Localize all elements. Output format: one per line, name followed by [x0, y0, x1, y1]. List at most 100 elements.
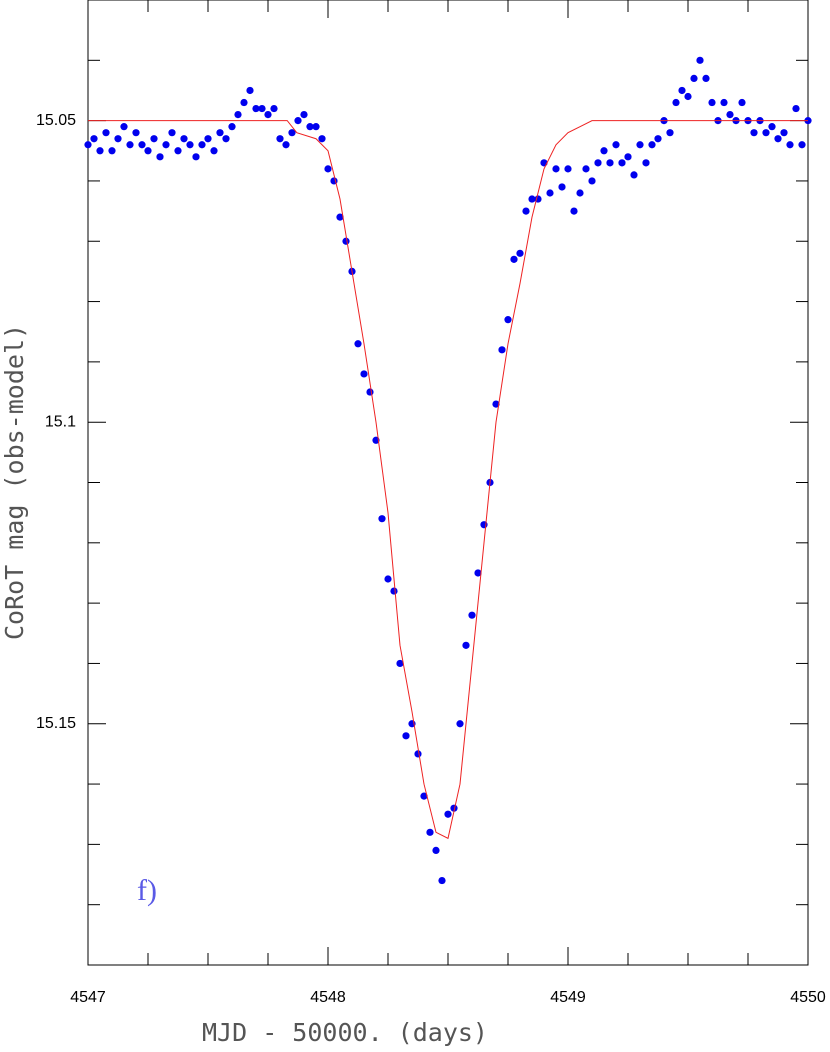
- data-point: [264, 110, 272, 119]
- data-point: [312, 123, 320, 131]
- data-point: [102, 129, 110, 137]
- data-point: [180, 135, 188, 143]
- data-point: [216, 129, 224, 137]
- data-point: [684, 92, 692, 101]
- data-point: [390, 587, 398, 595]
- data-point: [738, 98, 746, 107]
- data-point: [114, 135, 122, 143]
- data-point: [528, 195, 536, 203]
- model-line: [88, 120, 808, 840]
- data-point: [474, 569, 482, 577]
- data-point: [522, 207, 530, 215]
- data-point: [588, 177, 596, 185]
- data-point: [768, 123, 776, 131]
- y-tick-label: 15.15: [36, 715, 76, 732]
- data-point: [240, 98, 248, 107]
- data-point: [564, 165, 572, 173]
- data-point: [384, 575, 392, 583]
- data-point: [726, 110, 734, 119]
- data-point: [798, 141, 806, 149]
- data-point: [720, 98, 728, 107]
- data-point: [690, 74, 698, 83]
- data-point: [774, 135, 782, 143]
- data-point: [648, 141, 656, 149]
- data-point: [678, 86, 686, 95]
- x-tick-label: 4548: [310, 989, 346, 1006]
- data-point: [750, 129, 758, 137]
- data-point: [780, 129, 788, 137]
- x-tick-label: 4547: [70, 989, 106, 1006]
- data-point: [342, 237, 350, 245]
- data-point: [552, 165, 560, 173]
- data-point: [666, 129, 674, 137]
- x-tick-label: 4550: [790, 989, 826, 1006]
- data-point: [612, 141, 620, 149]
- data-point: [360, 370, 368, 378]
- data-point: [324, 165, 332, 173]
- data-point: [90, 135, 98, 143]
- data-point: [144, 147, 152, 155]
- data-point: [156, 153, 164, 161]
- data-point: [294, 117, 302, 125]
- x-axis-label: MJD - 50000. (days): [202, 1018, 488, 1047]
- data-point: [786, 141, 794, 149]
- data-point: [354, 340, 362, 348]
- y-tick-label: 15.1: [45, 413, 76, 430]
- data-point: [186, 141, 194, 149]
- data-point: [600, 147, 608, 155]
- data-point: [270, 104, 278, 113]
- data-point: [504, 316, 512, 324]
- data-point: [276, 135, 284, 143]
- data-point: [282, 141, 290, 149]
- data-point: [138, 141, 146, 149]
- data-point: [306, 123, 314, 131]
- data-point: [450, 804, 458, 812]
- data-point: [570, 207, 578, 215]
- data-point: [624, 153, 632, 161]
- data-point: [594, 159, 602, 167]
- data-point: [708, 98, 716, 107]
- data-point: [222, 135, 230, 143]
- data-point: [198, 141, 206, 149]
- data-point: [582, 165, 590, 173]
- data-point: [444, 810, 452, 818]
- data-point: [546, 189, 554, 197]
- data-point: [204, 135, 212, 143]
- y-tick-label: 15.05: [36, 112, 76, 129]
- data-point: [762, 129, 770, 137]
- data-point: [96, 147, 104, 155]
- data-point: [426, 828, 434, 836]
- data-point: [654, 135, 662, 143]
- data-point: [456, 720, 464, 728]
- plot-frame: [87, 0, 809, 966]
- data-point: [288, 129, 296, 137]
- data-point: [420, 792, 428, 800]
- data-point: [192, 153, 200, 161]
- data-point: [672, 98, 680, 107]
- data-point: [396, 659, 404, 668]
- data-point: [300, 110, 308, 119]
- data-point: [516, 249, 524, 257]
- data-point: [336, 213, 344, 221]
- data-point: [792, 104, 800, 113]
- data-point: [642, 159, 650, 167]
- data-point: [132, 129, 140, 137]
- data-point: [432, 846, 440, 855]
- data-point: [228, 123, 236, 131]
- data-point: [630, 171, 638, 179]
- data-point: [162, 141, 170, 149]
- data-point: [402, 732, 410, 740]
- data-point: [108, 147, 116, 155]
- data-point: [258, 104, 266, 113]
- data-point: [696, 56, 704, 64]
- data-point: [510, 255, 518, 263]
- data-point: [150, 135, 158, 143]
- data-point: [174, 147, 182, 155]
- data-point: [492, 400, 500, 408]
- data-point: [378, 515, 386, 523]
- data-point: [252, 104, 260, 113]
- data-point: [702, 74, 710, 83]
- x-tick-label: 4549: [550, 989, 586, 1006]
- data-point: [246, 86, 254, 95]
